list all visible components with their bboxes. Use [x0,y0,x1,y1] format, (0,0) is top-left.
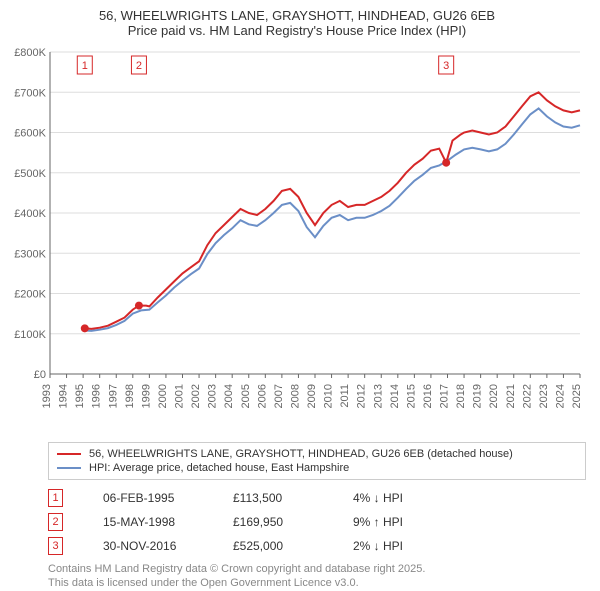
svg-text:2018: 2018 [455,384,467,408]
marker-price: £525,000 [233,539,353,553]
footer-line: This data is licensed under the Open Gov… [48,576,586,590]
marker-price: £113,500 [233,491,353,505]
svg-text:£700K: £700K [14,87,46,99]
svg-text:1994: 1994 [58,384,70,408]
line-chart-svg: £0 £100K £200K £300K £400K £500K £600K £700K £80… [8,44,586,434]
svg-text:£400K: £400K [14,208,46,220]
svg-text:1995: 1995 [74,384,86,408]
svg-text:£300K: £300K [14,248,46,260]
marker-date: 06-FEB-1995 [103,491,233,505]
svg-text:2013: 2013 [372,384,384,408]
chart-area: £0 £100K £200K £300K £400K £500K £600K £700K £80… [8,44,586,434]
svg-text:1: 1 [82,60,88,72]
svg-text:2007: 2007 [273,384,285,408]
legend-label: HPI: Average price, detached house, East… [89,462,349,474]
marker-pct: 4% ↓ HPI [353,491,473,505]
title-address: 56, WHEELWRIGHTS LANE, GRAYSHOTT, HINDHE… [8,8,586,23]
svg-text:2006: 2006 [256,384,268,408]
svg-text:2010: 2010 [323,384,335,408]
svg-text:2014: 2014 [389,384,401,408]
svg-text:1998: 1998 [124,384,136,408]
svg-text:£100K: £100K [14,329,46,341]
table-row: 3 30-NOV-2016 £525,000 2% ↓ HPI [48,534,586,558]
svg-text:2008: 2008 [289,384,301,408]
legend-label: 56, WHEELWRIGHTS LANE, GRAYSHOTT, HINDHE… [89,448,513,460]
svg-text:2017: 2017 [439,384,451,408]
svg-text:1996: 1996 [91,384,103,408]
svg-text:£500K: £500K [14,168,46,180]
svg-text:1993: 1993 [41,384,53,408]
svg-text:2019: 2019 [472,384,484,408]
svg-text:2016: 2016 [422,384,434,408]
svg-text:1999: 1999 [140,384,152,408]
title-block: 56, WHEELWRIGHTS LANE, GRAYSHOTT, HINDHE… [8,8,586,38]
legend-swatch [57,453,81,455]
legend-swatch [57,467,81,469]
legend: 56, WHEELWRIGHTS LANE, GRAYSHOTT, HINDHE… [48,442,586,480]
marker-date: 15-MAY-1998 [103,515,233,529]
marker-badge: 3 [48,537,63,555]
marker-pct: 2% ↓ HPI [353,539,473,553]
svg-text:2005: 2005 [240,384,252,408]
marker-badge: 1 [48,489,63,507]
svg-text:2000: 2000 [157,384,169,408]
marker-price: £169,950 [233,515,353,529]
svg-text:2015: 2015 [405,384,417,408]
svg-text:£200K: £200K [14,289,46,301]
footer-attribution: Contains HM Land Registry data © Crown c… [48,562,586,591]
svg-text:2: 2 [136,60,142,72]
svg-text:2021: 2021 [505,384,517,408]
legend-item: 56, WHEELWRIGHTS LANE, GRAYSHOTT, HINDHE… [57,447,577,461]
marker-date: 30-NOV-2016 [103,539,233,553]
chart-container: 56, WHEELWRIGHTS LANE, GRAYSHOTT, HINDHE… [0,0,600,590]
svg-text:£600K: £600K [14,128,46,140]
svg-text:2020: 2020 [488,384,500,408]
svg-text:2011: 2011 [339,384,351,408]
svg-text:2025: 2025 [571,384,583,408]
svg-text:2009: 2009 [306,384,318,408]
svg-text:2004: 2004 [223,384,235,408]
marker-pct: 9% ↑ HPI [353,515,473,529]
svg-text:2022: 2022 [521,384,533,408]
svg-text:2024: 2024 [554,384,566,408]
svg-text:2003: 2003 [207,384,219,408]
title-subtitle: Price paid vs. HM Land Registry's House … [8,23,586,38]
svg-text:2012: 2012 [356,384,368,408]
svg-text:£800K: £800K [14,47,46,59]
footer-line: Contains HM Land Registry data © Crown c… [48,562,586,576]
svg-text:2001: 2001 [174,384,186,408]
svg-text:2002: 2002 [190,384,202,408]
table-row: 1 06-FEB-1995 £113,500 4% ↓ HPI [48,486,586,510]
svg-text:£0: £0 [34,369,46,381]
marker-badge: 2 [48,513,63,531]
table-row: 2 15-MAY-1998 £169,950 9% ↑ HPI [48,510,586,534]
svg-text:3: 3 [443,60,449,72]
sale-markers-table: 1 06-FEB-1995 £113,500 4% ↓ HPI 2 15-MAY… [48,486,586,558]
svg-text:2023: 2023 [538,384,550,408]
svg-text:1997: 1997 [107,384,119,408]
legend-item: HPI: Average price, detached house, East… [57,461,577,475]
